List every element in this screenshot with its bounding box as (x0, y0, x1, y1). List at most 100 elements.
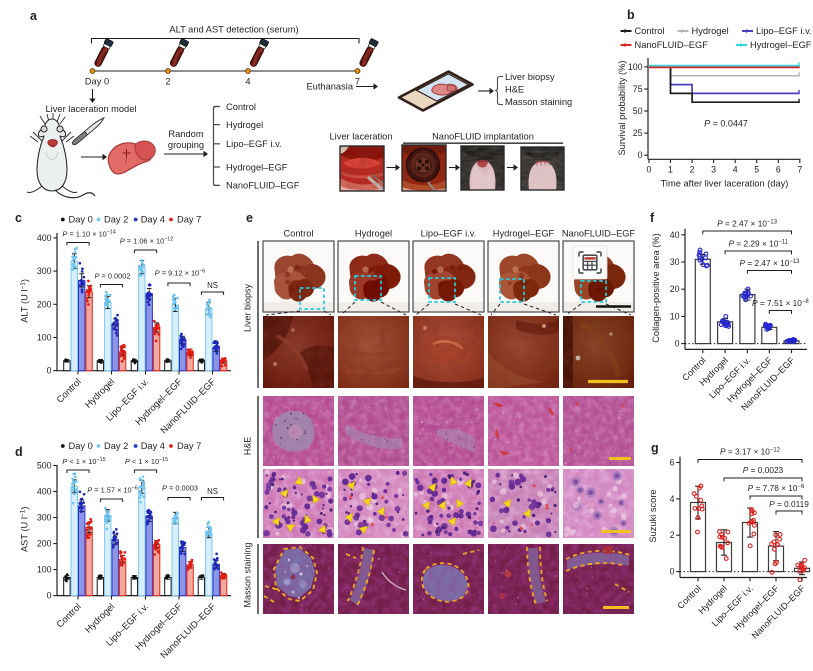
svg-text:P = 3.17 × 10−12: P = 3.17 × 10−12 (720, 447, 781, 457)
svg-text:300: 300 (37, 513, 52, 523)
svg-text:e: e (246, 211, 253, 225)
svg-text:c: c (15, 211, 22, 225)
svg-text:Hydrogel–EGF: Hydrogel–EGF (226, 162, 288, 172)
svg-text:Day 2: Day 2 (104, 441, 128, 451)
svg-text:P = 1.10 × 10−14: P = 1.10 × 10−14 (62, 230, 115, 239)
svg-text:g: g (651, 441, 659, 455)
svg-text:30: 30 (670, 257, 680, 267)
svg-text:Liver laceration model: Liver laceration model (46, 104, 137, 114)
svg-text:b: b (627, 8, 635, 22)
svg-text:4: 4 (670, 494, 675, 504)
svg-text:50: 50 (633, 106, 643, 116)
svg-text:Liver biopsy: Liver biopsy (505, 72, 555, 82)
svg-text:grouping: grouping (168, 140, 204, 150)
svg-text:0: 0 (47, 366, 52, 376)
svg-text:Liver biopsy: Liver biopsy (243, 283, 253, 332)
svg-text:100: 100 (37, 565, 52, 575)
svg-text:40: 40 (670, 230, 680, 240)
svg-text:Lipo–EGF i.v.: Lipo–EGF i.v. (226, 139, 282, 149)
svg-text:Euthanasia: Euthanasia (306, 82, 353, 92)
svg-text:P = 0.0003: P = 0.0003 (162, 484, 198, 493)
svg-text:P = 7.78 × 10−6: P = 7.78 × 10−6 (748, 483, 805, 493)
svg-text:75: 75 (633, 84, 643, 94)
svg-text:Hydrogel: Hydrogel (692, 26, 729, 36)
svg-text:P = 1.57 × 10−6: P = 1.57 × 10−6 (87, 486, 137, 495)
svg-text:20: 20 (670, 284, 680, 294)
svg-text:0: 0 (638, 150, 643, 160)
svg-text:100: 100 (628, 62, 643, 72)
svg-text:Suzuki score: Suzuki score (648, 489, 658, 542)
svg-text:Control: Control (284, 229, 314, 239)
svg-text:Day 4: Day 4 (141, 215, 165, 225)
svg-text:400: 400 (37, 233, 52, 243)
svg-text:6: 6 (670, 458, 675, 468)
svg-text:Random: Random (168, 129, 203, 139)
svg-text:3: 3 (711, 165, 716, 175)
svg-text:NanoFLUID implantation: NanoFLUID implantation (432, 132, 534, 142)
svg-text:H&E: H&E (505, 85, 524, 95)
svg-text:100: 100 (37, 333, 52, 343)
svg-text:P = 0.0023: P = 0.0023 (743, 465, 784, 475)
svg-text:Day 4: Day 4 (141, 441, 165, 451)
svg-text:Day 2: Day 2 (104, 215, 128, 225)
svg-text:10: 10 (670, 311, 680, 321)
svg-text:7: 7 (797, 165, 802, 175)
svg-text:P = 2.29 × 10−11: P = 2.29 × 10−11 (729, 239, 789, 249)
svg-text:H&E: H&E (243, 437, 253, 456)
svg-text:Hydrogel–EGF: Hydrogel–EGF (493, 229, 555, 239)
svg-text:25: 25 (633, 128, 643, 138)
svg-text:NanoFLUID–EGF: NanoFLUID–EGF (562, 229, 636, 239)
svg-text:Day 0: Day 0 (85, 77, 109, 87)
svg-text:P = 1.06 × 10−12: P = 1.06 × 10−12 (120, 237, 173, 246)
svg-text:Day 7: Day 7 (177, 441, 201, 451)
svg-text:P < 1 × 10−15: P < 1 × 10−15 (62, 457, 105, 466)
svg-text:200: 200 (37, 299, 52, 309)
svg-text:Hydrogel: Hydrogel (226, 120, 263, 130)
svg-text:0: 0 (670, 567, 675, 577)
svg-text:Masson staining: Masson staining (505, 97, 572, 107)
svg-text:NS: NS (207, 281, 218, 290)
svg-text:Lipo–EGF i.v.: Lipo–EGF i.v. (756, 26, 812, 36)
svg-text:5: 5 (754, 165, 759, 175)
svg-text:f: f (650, 211, 655, 225)
svg-text:500: 500 (37, 461, 52, 471)
svg-text:0: 0 (675, 339, 680, 349)
svg-text:P = 2.47 × 10−13: P = 2.47 × 10−13 (739, 258, 800, 268)
svg-text:2: 2 (165, 77, 170, 87)
svg-text:1: 1 (668, 165, 673, 175)
svg-text:ALT and AST detection (serum): ALT and AST detection (serum) (169, 25, 298, 35)
svg-text:Hydrogel–EGF: Hydrogel–EGF (750, 40, 812, 50)
svg-text:0: 0 (47, 591, 52, 601)
svg-text:NS: NS (207, 487, 218, 496)
svg-text:Hydrogel: Hydrogel (355, 229, 392, 239)
svg-text:6: 6 (776, 165, 781, 175)
svg-text:4: 4 (733, 165, 738, 175)
svg-text:2: 2 (690, 165, 695, 175)
svg-text:300: 300 (37, 266, 52, 276)
svg-text:P < 1 × 10−15: P < 1 × 10−15 (125, 457, 168, 466)
svg-text:Lipo–EGF i.v.: Lipo–EGF i.v. (421, 229, 477, 239)
svg-text:4: 4 (245, 77, 250, 87)
svg-text:Time after liver laceration (d: Time after liver laceration (day) (661, 179, 789, 189)
svg-text:7: 7 (355, 77, 360, 87)
svg-text:P = 9.12 × 10−6: P = 9.12 × 10−6 (155, 269, 205, 278)
svg-text:Collagen-positive area (%): Collagen-positive area (%) (651, 233, 661, 343)
svg-text:P = 0.0119: P = 0.0119 (769, 499, 809, 509)
svg-text:P = 2.47 × 10−13: P = 2.47 × 10−13 (717, 219, 778, 229)
svg-text:200: 200 (37, 539, 52, 549)
svg-text:a: a (30, 9, 38, 23)
svg-text:Liver laceration: Liver laceration (329, 132, 392, 142)
svg-text:P = 0.0447: P = 0.0447 (704, 119, 748, 129)
svg-text:NanoFLUID–EGF: NanoFLUID–EGF (635, 40, 709, 50)
svg-text:AST (U l−1): AST (U l−1) (20, 507, 30, 553)
svg-text:400: 400 (37, 487, 52, 497)
svg-text:Day 0: Day 0 (69, 215, 93, 225)
svg-text:NanoFLUID–EGF: NanoFLUID–EGF (226, 181, 300, 191)
svg-text:P = 7.51 × 10−8: P = 7.51 × 10−8 (752, 298, 809, 308)
svg-text:Day 0: Day 0 (69, 441, 93, 451)
svg-text:P = 0.0002: P = 0.0002 (95, 272, 131, 281)
svg-text:d: d (15, 445, 23, 459)
svg-text:Control: Control (635, 26, 665, 36)
svg-text:Day 7: Day 7 (177, 215, 201, 225)
svg-text:Masson staining: Masson staining (243, 542, 253, 607)
